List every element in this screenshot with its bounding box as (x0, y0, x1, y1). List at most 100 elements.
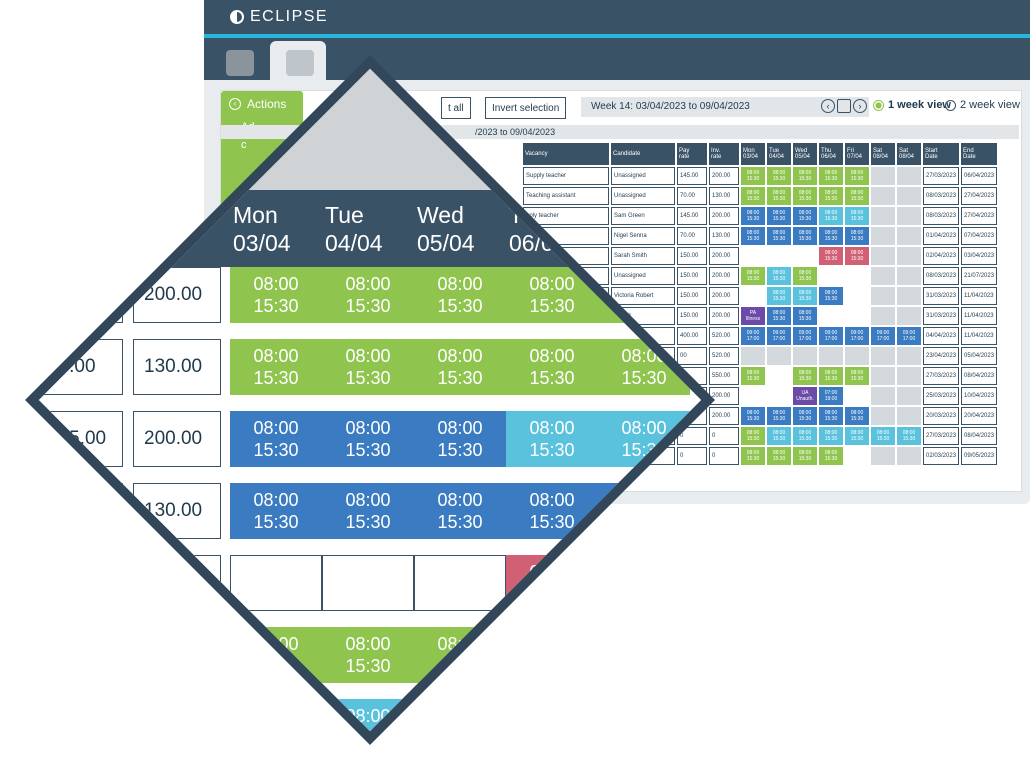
actions-header[interactable]: ‹ Actions (229, 97, 286, 111)
shift-cell[interactable]: UA Unauth. (793, 387, 817, 405)
shift-cell[interactable]: 08:00 15:30 (845, 247, 869, 265)
cell-inv[interactable]: 200.00 (709, 407, 739, 425)
cell-start-date[interactable]: 27/03/2023 (923, 367, 960, 385)
shift-cell[interactable]: 08:00 15:30 (845, 367, 869, 385)
zoom-inv-rate-cell[interactable]: 200.00 (133, 411, 221, 467)
unavailable-cell[interactable] (871, 407, 895, 425)
next-week-icon[interactable]: › (853, 99, 867, 113)
cell-end-date[interactable]: 07/04/2023 (961, 227, 998, 245)
zoom-pay-rate-cell[interactable] (38, 483, 123, 539)
column-header[interactable]: Wed 05/04 (793, 143, 817, 165)
unavailable-cell[interactable] (897, 367, 921, 385)
cell-inv[interactable]: 0 (709, 427, 739, 445)
zoom-inv-rate-cell[interactable]: 00 (133, 555, 221, 611)
shift-cell[interactable]: 08:00 15:30 (819, 447, 843, 465)
unavailable-cell[interactable] (871, 187, 895, 205)
cell-end-date[interactable]: 10/04/2023 (961, 387, 998, 405)
zoom-pay-rate-cell[interactable] (38, 627, 123, 683)
table-row[interactable]: Sarah Smith 150.00 200.00 08:00 15:30 08:00 … (523, 247, 998, 265)
shift-cell[interactable]: 08:00 15:30 (741, 447, 765, 465)
zoom-empty-shift-cell[interactable] (414, 555, 506, 611)
unavailable-cell[interactable] (871, 247, 895, 265)
shift-cell[interactable]: 09:00 17:00 (897, 327, 921, 345)
empty-shift-cell[interactable] (741, 247, 765, 265)
cell-end-date[interactable]: 05/04/2023 (961, 347, 998, 365)
unavailable-cell[interactable] (741, 347, 765, 365)
column-header[interactable]: Pay rate (677, 143, 707, 165)
unavailable-cell[interactable] (871, 207, 895, 225)
shift-cell[interactable]: 08:00 15:30 (793, 167, 817, 185)
shift-cell[interactable]: 08:00 15:30 (767, 307, 791, 325)
empty-shift-cell[interactable] (819, 307, 843, 325)
unavailable-cell[interactable] (871, 447, 895, 465)
column-header[interactable]: Candidate (611, 143, 675, 165)
prev-week-icon[interactable]: ‹ (821, 99, 835, 113)
shift-cell[interactable]: 08:00 15:30 (741, 267, 765, 285)
empty-shift-cell[interactable] (845, 447, 869, 465)
action-item-copy[interactable]: c (241, 139, 247, 151)
shift-cell[interactable]: 08:00 15:30 (767, 427, 791, 445)
unavailable-cell[interactable] (871, 167, 895, 185)
shift-cell[interactable]: 08:00 15:30 (741, 227, 765, 245)
column-header[interactable]: Tue 04/04 (767, 143, 791, 165)
unavailable-cell[interactable] (871, 367, 895, 385)
zoom-empty-shift-cell[interactable] (230, 555, 322, 611)
shift-cell[interactable]: 09:00 17:00 (793, 327, 817, 345)
unavailable-cell[interactable] (897, 207, 921, 225)
shift-cell[interactable]: 08:00 15:30 (793, 447, 817, 465)
shift-cell[interactable]: 09:00 17:00 (819, 327, 843, 345)
cell-start-date[interactable]: 27/03/2023 (923, 167, 960, 185)
shift-cell[interactable]: 08:00 15:30 (819, 167, 843, 185)
shift-cell[interactable]: 08:00 15:30 (767, 287, 791, 305)
shift-cell[interactable]: 08:00 15:30 (793, 427, 817, 445)
zoom-inv-rate-cell[interactable]: 130.00 (133, 339, 221, 395)
cell-end-date[interactable]: 03/04/2023 (961, 247, 998, 265)
tab-2[interactable] (270, 41, 326, 80)
empty-shift-cell[interactable] (741, 287, 765, 305)
cell-inv[interactable]: 0 (709, 447, 739, 465)
shift-cell[interactable]: 09:00 17:00 (845, 327, 869, 345)
unavailable-cell[interactable] (897, 407, 921, 425)
unavailable-cell[interactable] (897, 447, 921, 465)
unavailable-cell[interactable] (897, 347, 921, 365)
cell-vacancy[interactable]: pply teacher (523, 207, 609, 225)
unavailable-cell[interactable] (871, 387, 895, 405)
cell-candidate[interactable]: Unassigned (611, 167, 675, 185)
cell-pay[interactable]: 00 (677, 347, 707, 365)
zoom-inv-rate-cell[interactable]: 130.00 (133, 483, 221, 539)
zoom-shift-cell[interactable]: 08:00 15:30 (322, 339, 414, 395)
cell-vacancy[interactable]: Teaching assistant (523, 187, 609, 205)
cell-inv[interactable]: 200.00 (709, 307, 739, 325)
cell-start-date[interactable]: 02/03/2023 (923, 447, 960, 465)
column-header[interactable]: Start Date (923, 143, 960, 165)
zoom-shift-cell[interactable]: 08:00 15: (414, 627, 506, 683)
shift-cell[interactable]: 08:00 15:30 (819, 287, 843, 305)
zoom-empty-shift-cell[interactable] (322, 555, 414, 611)
cell-pay[interactable]: 150.00 (677, 307, 707, 325)
shift-cell[interactable]: 08:00 15:30 (767, 187, 791, 205)
cell-end-date[interactable]: 21/07/2023 (961, 267, 998, 285)
cell-pay[interactable]: 70.00 (677, 187, 707, 205)
cell-end-date[interactable]: 11/04/2023 (961, 287, 998, 305)
unavailable-cell[interactable] (767, 347, 791, 365)
cell-inv[interactable]: 200.00 (709, 247, 739, 265)
cell-candidate[interactable]: Unassigned (611, 267, 675, 285)
unavailable-cell[interactable] (897, 247, 921, 265)
zoom-shift-cell[interactable]: 08:00 15:30 (322, 267, 414, 323)
cell-end-date[interactable]: 27/04/2023 (961, 207, 998, 225)
column-header[interactable]: Fri 07/04 (845, 143, 869, 165)
cell-inv[interactable]: 200.00 (709, 207, 739, 225)
unavailable-cell[interactable] (897, 187, 921, 205)
cell-candidate[interactable]: Nigel Senna (611, 227, 675, 245)
shift-cell[interactable]: 08:00 15:30 (741, 187, 765, 205)
column-header[interactable]: End Date (961, 143, 998, 165)
zoom-shift-cell[interactable]: 08:00 15:30 (322, 411, 414, 467)
cell-candidate[interactable]: Sam Green (611, 207, 675, 225)
empty-shift-cell[interactable] (767, 387, 791, 405)
cell-inv[interactable]: 550.00 (709, 367, 739, 385)
shift-cell[interactable]: 08:00 15:30 (793, 307, 817, 325)
cell-pay[interactable]: 145.00 (677, 207, 707, 225)
shift-cell[interactable]: 08:00 15:30 (767, 407, 791, 425)
zoom-shift-cell[interactable]: 08:00 15:30 (230, 267, 322, 323)
empty-shift-cell[interactable] (767, 367, 791, 385)
